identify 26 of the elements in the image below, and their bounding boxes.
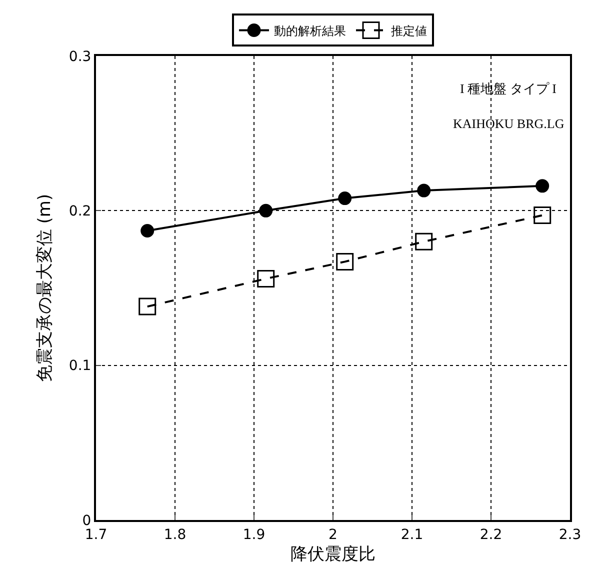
x-tick-label: 2 <box>328 526 338 543</box>
point <box>140 224 154 238</box>
y-tick-label: 0.3 <box>68 48 92 65</box>
y-tick-label: 0 <box>82 512 92 529</box>
x-tick-label: 1.7 <box>84 526 108 543</box>
x-tick-label: 2.1 <box>400 526 424 543</box>
x-tick-label: 2.3 <box>558 526 582 543</box>
y-axis-title: 免震支承の最大変位 (m) <box>34 194 55 382</box>
x-tick-label: 2.2 <box>480 526 502 543</box>
y-tick-label: 0.1 <box>68 358 92 374</box>
legend-label: 動的解析結果 <box>274 24 346 38</box>
x-tick-label: 1.9 <box>242 526 266 543</box>
point <box>534 206 552 224</box>
point <box>415 232 433 250</box>
point <box>138 298 156 316</box>
point <box>336 252 354 270</box>
point <box>536 179 550 193</box>
y-tick-label: 0.2 <box>68 204 92 220</box>
annotation: KAIHOKU BRG.LG <box>453 116 564 131</box>
x-axis-title: 降伏震度比 <box>290 544 376 565</box>
point <box>257 270 275 288</box>
x-tick-label: 1.8 <box>164 526 186 543</box>
point <box>259 204 273 218</box>
point <box>338 192 352 206</box>
point <box>417 184 431 198</box>
legend-label: 推定値 <box>391 24 427 38</box>
